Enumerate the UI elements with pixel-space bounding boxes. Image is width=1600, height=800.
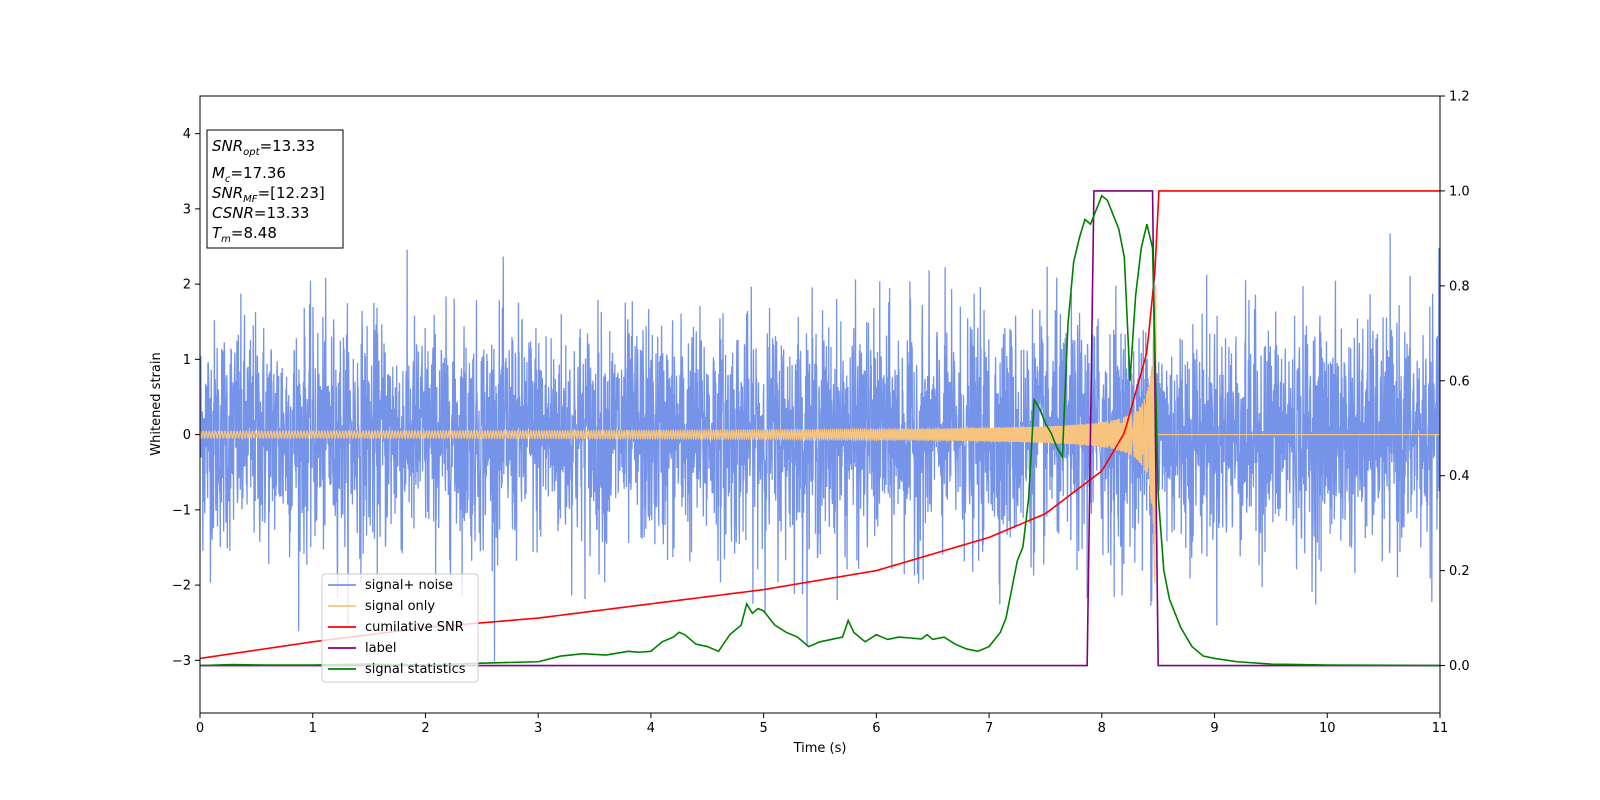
x-tick-label: 5 <box>759 721 767 736</box>
y-left-tick-label: −2 <box>172 579 191 594</box>
x-tick-label: 2 <box>421 721 429 736</box>
x-tick-label: 0 <box>196 721 204 736</box>
y-right-tick-label: 0.0 <box>1449 659 1470 674</box>
x-tick-label: 1 <box>309 721 317 736</box>
annotation-mc: Mc=17.36 <box>212 164 286 185</box>
x-tick-label: 4 <box>647 721 655 736</box>
x-tick-label: 10 <box>1319 721 1336 736</box>
legend-label-signal-statistics: signal statistics <box>365 662 466 677</box>
x-axis-label: Time (s) <box>793 741 847 756</box>
y-axis-left-label: Whitened strain <box>149 352 164 455</box>
y-axis-left-ticks: −3 −2 −1 0 1 2 3 4 <box>172 127 200 669</box>
x-tick-label: 11 <box>1432 721 1449 736</box>
y-left-tick-label: 0 <box>183 428 191 443</box>
series-label-line <box>200 190 1440 667</box>
x-tick-label: 7 <box>985 721 993 736</box>
y-right-tick-label: 1.0 <box>1449 184 1470 199</box>
y-axis-right-ticks: 0.0 0.2 0.4 0.6 0.8 1.0 1.2 <box>1440 90 1470 674</box>
x-tick-label: 6 <box>872 721 880 736</box>
legend-label-signal-plus-noise: signal+ noise <box>365 578 453 593</box>
series-signal-statistics-line <box>200 194 1440 667</box>
annotation-frame <box>206 129 344 249</box>
annotation-csnr: CSNR=13.33 <box>212 204 309 222</box>
legend: signal+ noise signal only cumilative SNR… <box>321 573 479 683</box>
legend-label-cumulative-snr: cumilative SNR <box>365 620 464 635</box>
y-right-tick-label: 0.6 <box>1449 374 1470 389</box>
plot-frame <box>199 95 1441 714</box>
annotation-box: SNRopt=13.33 Mc=17.36 SNRMF=[12.23] CSNR… <box>206 129 344 249</box>
annotation-snr-opt: SNRopt=13.33 <box>212 137 315 158</box>
y-left-tick-label: −1 <box>172 503 191 518</box>
x-tick-label: 9 <box>1210 721 1218 736</box>
y-left-tick-label: 3 <box>183 202 191 217</box>
y-left-tick-label: 2 <box>183 278 191 293</box>
legend-frame <box>321 573 479 683</box>
x-tick-label: 8 <box>1098 721 1106 736</box>
y-right-tick-label: 0.4 <box>1449 469 1470 484</box>
y-right-tick-label: 0.2 <box>1449 564 1470 579</box>
legend-label-label: label <box>365 641 396 656</box>
y-right-tick-label: 0.8 <box>1449 279 1470 294</box>
x-tick-label: 3 <box>534 721 542 736</box>
annotation-snr-mf: SNRMF=[12.23] <box>212 184 325 205</box>
series-signal-plus-noise-line <box>200 233 1440 662</box>
legend-label-signal-only: signal only <box>365 599 435 614</box>
x-axis-ticks: 0 1 2 3 4 5 6 7 8 9 10 11 <box>196 713 1448 736</box>
y-left-tick-label: −3 <box>172 654 191 669</box>
y-right-tick-label: 1.2 <box>1449 90 1470 105</box>
annotation-tm: Tm=8.48 <box>212 224 277 245</box>
series-signal-only-line <box>200 284 1440 583</box>
y-left-tick-label: 4 <box>183 127 191 142</box>
y-left-tick-label: 1 <box>183 353 191 368</box>
